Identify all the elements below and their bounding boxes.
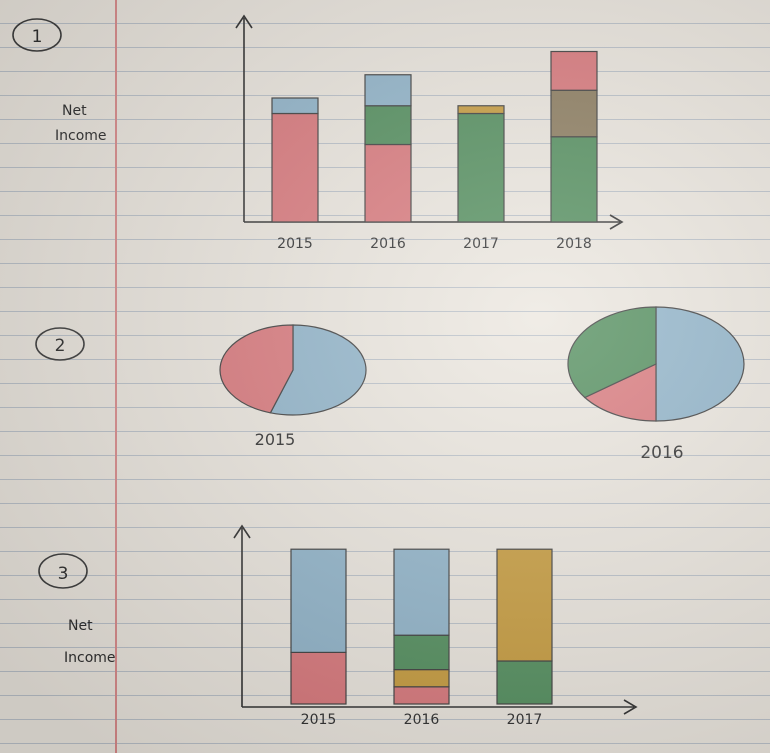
chart3-ylabel-line1: Net [68,618,93,634]
chart3-tick-label-2015: 2015 [301,712,337,728]
chart3-bar-2016-segment-1 [393,686,450,705]
chart2-pies: 2015 2016 [219,306,745,463]
chart3-tick-label-2017: 2017 [507,712,543,728]
chart1-bar-2017-segment-1 [457,112,505,223]
section-number-2: 2 [55,336,66,356]
section-marker-1: 1 [12,18,62,52]
chart3-stacked-bars: 2015 2016 2017 [290,548,553,728]
chart1-tick-label-2015: 2015 [277,236,313,252]
chart1-bar-2015-segment-2 [271,97,319,115]
chart1-tick-label-2017: 2017 [463,236,499,252]
chart1-bar-2016-segment-3 [364,74,412,107]
chart1-stacked-bars: 2015 2016 2017 2018 [271,50,598,252]
chart3-bar-2015-segment-2 [290,548,347,654]
chart1-bar-2018-segment-1 [550,136,598,223]
chart3-tick-label-2016: 2016 [404,712,440,728]
chart2-pie-2015-slice-1 [269,324,367,416]
section-number-1: 1 [32,27,43,47]
chart1-bar-2017-segment-2 [457,105,505,115]
chart3-bar-2016-segment-2 [393,668,450,688]
chart3-bar-2016-segment-4 [393,548,450,636]
chart2-pie-2016-slice-3 [567,306,657,399]
section-number-3: 3 [58,564,69,584]
chart1-tick-label-2016: 2016 [370,236,406,252]
chart2-pie-label-2016: 2016 [640,443,683,463]
chart2-pie-2015-slice-2 [219,324,294,414]
chart2-pie-2016-slice-1 [655,306,745,422]
chart1-bar-2018-segment-3 [550,50,598,91]
chart1-ylabel-line1: Net [62,103,87,119]
chart2-pie-label-2015: 2015 [255,430,296,449]
chart3-axes [233,524,638,715]
chart3-bar-2017-segment-1 [496,660,553,705]
section-marker-3: 3 [38,553,88,589]
chart3-bar-2015-segment-1 [290,651,347,705]
section-marker-2: 2 [35,327,85,361]
chart2-pie-2016-slice-2 [583,363,657,422]
chart1-bar-2016-segment-1 [364,143,412,223]
chart1-tick-label-2018: 2018 [556,236,592,252]
chart1-bar-2018-segment-2 [550,89,598,138]
chart3-ylabel-line2: Income [64,650,116,666]
chart3-bar-2016-segment-3 [393,634,450,671]
chart1-ylabel-line2: Income [55,128,107,144]
chart1-bar-2015-segment-1 [271,112,319,223]
chart1-bar-2016-segment-2 [364,105,412,146]
chart3-bar-2017-segment-2 [496,548,553,662]
